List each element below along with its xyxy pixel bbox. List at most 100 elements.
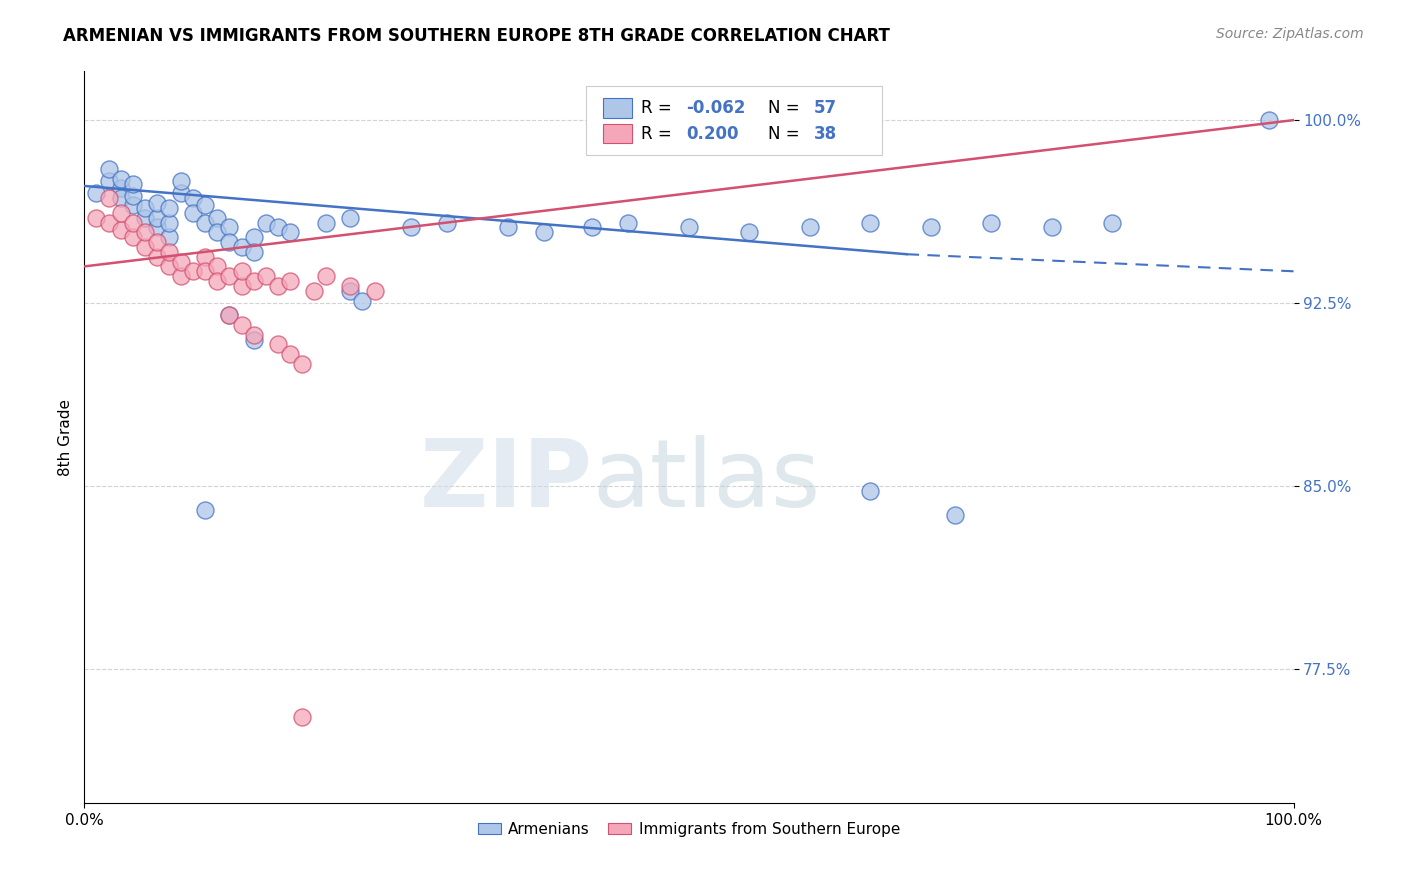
Point [242,274,264,288]
Point [254,269,277,284]
Point [1101,215,1123,229]
Text: atlas: atlas [592,435,821,527]
Point [218,235,240,249]
Point [617,215,640,229]
Point [97,215,120,229]
Point [278,225,301,239]
Point [134,225,156,239]
Point [315,269,337,284]
Point [86,186,108,201]
Point [231,240,253,254]
Point [254,215,277,229]
Point [339,279,361,293]
Point [231,279,253,293]
Point [181,264,204,278]
Point [110,206,132,220]
Point [170,174,193,188]
Point [207,260,229,274]
FancyBboxPatch shape [603,98,633,118]
Point [170,269,193,284]
Point [218,269,240,284]
Point [194,250,217,264]
Point [207,225,229,239]
Point [157,201,180,215]
Point [859,215,882,229]
Point [218,220,240,235]
Point [352,293,374,308]
Point [86,211,108,225]
Text: N =: N = [768,125,804,143]
Point [242,333,264,347]
Point [231,318,253,332]
Point [943,508,966,522]
Point [678,220,700,235]
Point [97,161,120,176]
Point [218,308,240,322]
Point [110,181,132,195]
Point [980,215,1002,229]
Text: 0.200: 0.200 [686,125,740,143]
Point [315,215,337,229]
Point [134,211,156,225]
Point [121,230,143,244]
Point [121,198,143,212]
Point [134,240,156,254]
Point [146,211,169,225]
Point [363,284,385,298]
Point [267,220,290,235]
Text: R =: R = [641,125,676,143]
Point [170,186,193,201]
Point [339,284,361,298]
Text: Source: ZipAtlas.com: Source: ZipAtlas.com [1216,27,1364,41]
Point [207,274,229,288]
Point [278,347,301,361]
Point [920,220,942,235]
Point [242,327,264,342]
Point [218,308,240,322]
Text: ZIP: ZIP [419,435,592,527]
Point [436,215,458,229]
Point [110,191,132,205]
Point [194,264,217,278]
Legend: Armenians, Immigrants from Southern Europe: Armenians, Immigrants from Southern Euro… [471,815,907,843]
Text: ARMENIAN VS IMMIGRANTS FROM SOUTHERN EUROPE 8TH GRADE CORRELATION CHART: ARMENIAN VS IMMIGRANTS FROM SOUTHERN EUR… [63,27,890,45]
Point [533,225,555,239]
Point [170,254,193,268]
Point [1258,113,1281,128]
Point [799,220,821,235]
Point [110,171,132,186]
Point [194,503,217,517]
Point [267,279,290,293]
Point [110,223,132,237]
Point [242,244,264,259]
Point [97,174,120,188]
Point [146,220,169,235]
Point [146,196,169,211]
FancyBboxPatch shape [586,86,883,155]
Point [157,260,180,274]
Point [97,191,120,205]
Point [399,220,422,235]
Point [146,250,169,264]
Point [278,274,301,288]
Point [121,177,143,191]
Point [194,215,217,229]
Point [581,220,603,235]
Point [194,198,217,212]
Point [146,235,169,249]
Point [496,220,519,235]
Point [738,225,761,239]
Point [207,211,229,225]
Point [302,284,325,298]
Point [859,483,882,498]
Y-axis label: 8th Grade: 8th Grade [58,399,73,475]
Point [134,201,156,215]
Point [157,230,180,244]
Point [181,206,204,220]
Point [121,215,143,229]
Point [339,211,361,225]
Point [1040,220,1063,235]
Point [181,191,204,205]
Text: R =: R = [641,99,676,117]
Point [121,188,143,202]
